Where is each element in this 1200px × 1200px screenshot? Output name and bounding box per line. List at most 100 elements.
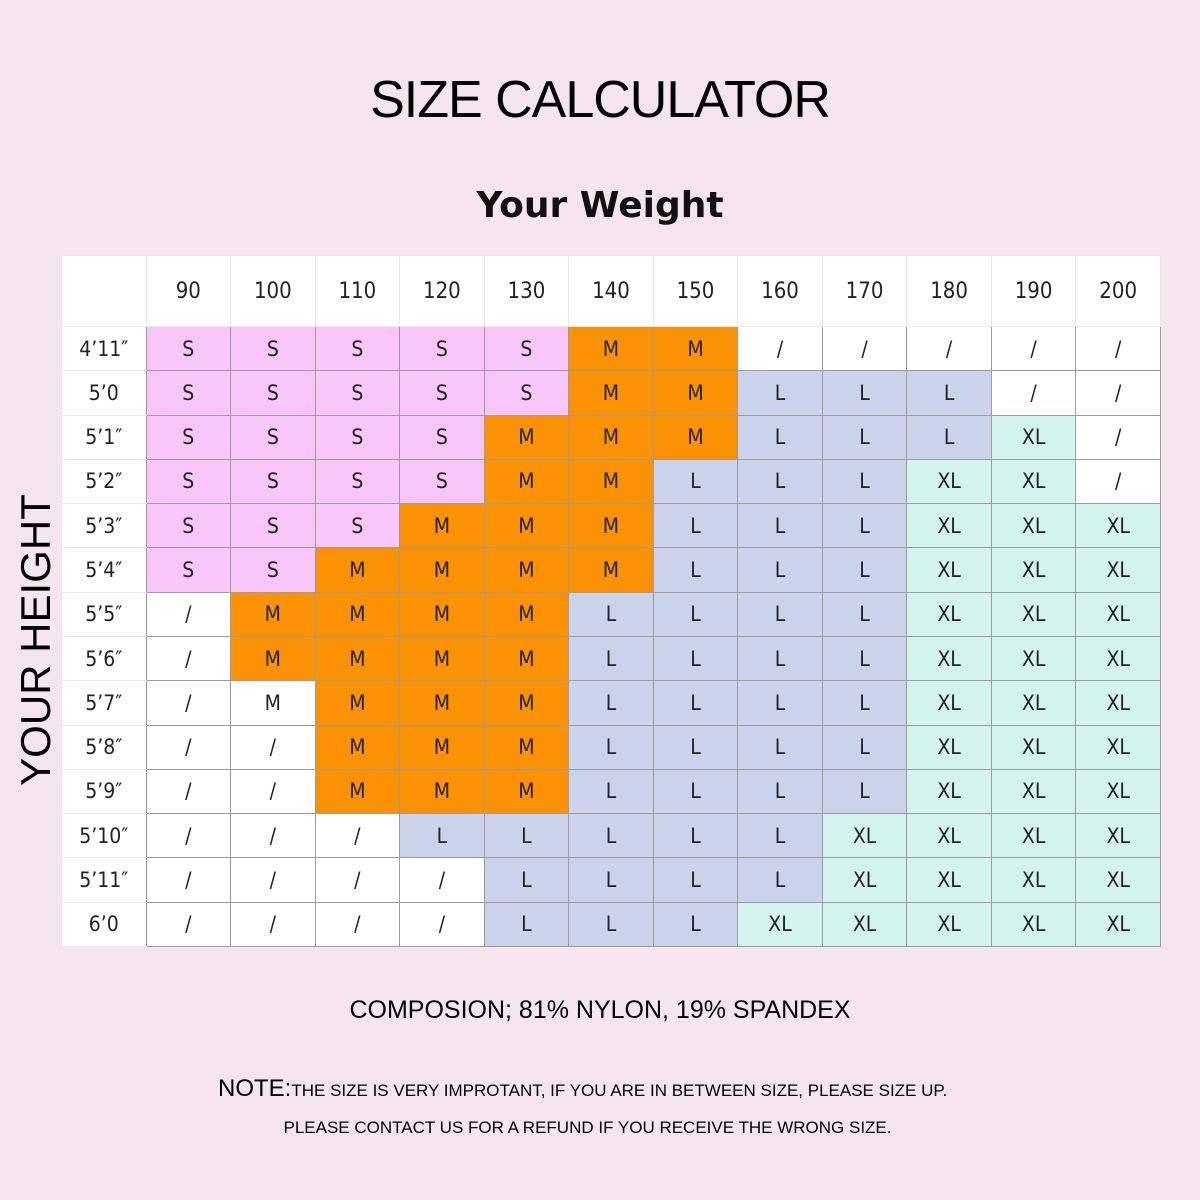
size-cell: S	[145, 547, 232, 593]
size-cell: /	[1075, 458, 1161, 505]
height-row-label: 5’8″	[61, 724, 147, 770]
size-cell: XL	[1075, 813, 1161, 859]
height-row-label: 5’3″	[61, 503, 147, 549]
table-row: 5’3″ S S S M M M L L L XL XL XL	[61, 503, 1161, 549]
weight-header-cell: 200	[1075, 255, 1161, 327]
size-cell: XL	[990, 680, 1077, 726]
height-row-label: 5’6″	[61, 635, 147, 682]
size-cell: XL	[906, 547, 992, 593]
size-cell: XL	[906, 813, 992, 859]
size-cell: /	[1075, 370, 1161, 416]
table-row: 5’10″ / / / L L L L L XL XL XL XL	[61, 813, 1161, 859]
size-cell: M	[314, 547, 401, 593]
size-cell: XL	[1075, 503, 1161, 549]
size-cell: M	[568, 503, 654, 549]
size-cell: XL	[1075, 768, 1161, 815]
size-cell: /	[230, 724, 316, 770]
size-cell: L	[821, 724, 908, 770]
size-cell: /	[399, 901, 485, 948]
size-cell: L	[737, 458, 823, 505]
height-row-label: 5’1″	[61, 414, 147, 460]
size-cell: M	[568, 414, 654, 460]
table-row: 5’0 S S S S S M M L L L / /	[61, 370, 1161, 416]
height-row-label: 5’10″	[61, 813, 147, 859]
height-row-label: 5’7″	[61, 680, 147, 726]
table-row: 5’9″ / / M M M L L L L XL XL XL	[61, 768, 1161, 815]
size-cell: M	[399, 503, 485, 549]
table-row: 5’4″ S S M M M M L L L XL XL XL	[61, 547, 1161, 593]
size-cell: L	[652, 458, 739, 505]
weight-header-row: 90 100 110 120 130 140 150 160 170 180 190 200	[61, 255, 1161, 327]
size-cell: M	[652, 325, 739, 372]
size-cell: XL	[906, 768, 992, 815]
size-cell: L	[737, 635, 823, 682]
table-row: 5’11″ / / / / L L L L XL XL XL XL	[61, 857, 1161, 903]
size-cell: L	[652, 547, 739, 593]
size-cell: L	[652, 635, 739, 682]
size-cell: XL	[906, 635, 992, 682]
size-cell: M	[483, 591, 570, 637]
size-cell: XL	[990, 813, 1077, 859]
size-cell: XL	[1075, 857, 1161, 903]
size-cell: XL	[906, 591, 992, 637]
height-row-label: 5’11″	[61, 857, 147, 903]
weight-header-cell: 130	[483, 255, 570, 327]
size-cell: /	[399, 857, 485, 903]
size-cell: XL	[737, 901, 823, 948]
size-cell: XL	[906, 724, 992, 770]
size-cell: M	[399, 635, 485, 682]
size-cell: M	[314, 768, 401, 815]
size-cell: /	[314, 813, 401, 859]
size-cell: XL	[990, 503, 1077, 549]
size-cell: S	[145, 458, 232, 505]
height-row-label: 6’0	[61, 901, 147, 948]
table-row: 5’5″ / M M M M L L L L XL XL XL	[61, 591, 1161, 637]
size-cell: L	[483, 813, 570, 859]
size-cell: /	[314, 901, 401, 948]
size-cell: /	[906, 325, 992, 372]
size-cell: XL	[821, 857, 908, 903]
note-line-1: THE SIZE IS VERY IMPROTANT, IF YOU ARE I…	[291, 1081, 948, 1100]
size-cell: L	[652, 768, 739, 815]
size-cell: M	[652, 370, 739, 416]
size-cell: /	[145, 635, 232, 682]
size-cell: L	[399, 813, 485, 859]
weight-header-cell: 90	[145, 255, 232, 327]
height-row-label: 5’4″	[61, 547, 147, 593]
table-row: 5’2″ S S S S M M L L L XL XL /	[61, 458, 1161, 505]
size-cell: XL	[990, 768, 1077, 815]
size-cell: L	[652, 724, 739, 770]
size-cell: XL	[906, 503, 992, 549]
size-cell: L	[568, 857, 654, 903]
note: NOTE:THE SIZE IS VERY IMPROTANT, IF YOU …	[218, 1075, 1118, 1103]
size-cell: /	[990, 370, 1077, 416]
size-cell: M	[568, 325, 654, 372]
weight-header-cell: 170	[821, 255, 908, 327]
size-cell: /	[990, 325, 1077, 372]
size-cell: M	[483, 768, 570, 815]
size-cell: M	[483, 680, 570, 726]
size-chart: 90 100 110 120 130 140 150 160 170 180 190 200 4’11″…	[61, 255, 1161, 948]
height-row-label: 5’2″	[61, 458, 147, 505]
size-cell: S	[314, 503, 401, 549]
size-cell: S	[230, 547, 316, 593]
size-cell: L	[568, 901, 654, 948]
size-cell: XL	[1075, 901, 1161, 948]
size-cell: L	[821, 503, 908, 549]
size-cell: M	[568, 370, 654, 416]
size-cell: S	[399, 370, 485, 416]
size-cell: M	[314, 591, 401, 637]
table-row: 4’11″ S S S S S M M / / / / /	[61, 325, 1161, 372]
size-cell: M	[568, 458, 654, 505]
size-cell: /	[145, 901, 232, 948]
size-cell: S	[230, 458, 316, 505]
size-cell: /	[1075, 325, 1161, 372]
size-cell: L	[737, 680, 823, 726]
size-cell: L	[737, 414, 823, 460]
size-cell: S	[314, 414, 401, 460]
size-cell: L	[821, 635, 908, 682]
size-cell: M	[230, 591, 316, 637]
size-cell: /	[145, 724, 232, 770]
size-cell: M	[399, 680, 485, 726]
size-cell: M	[568, 547, 654, 593]
